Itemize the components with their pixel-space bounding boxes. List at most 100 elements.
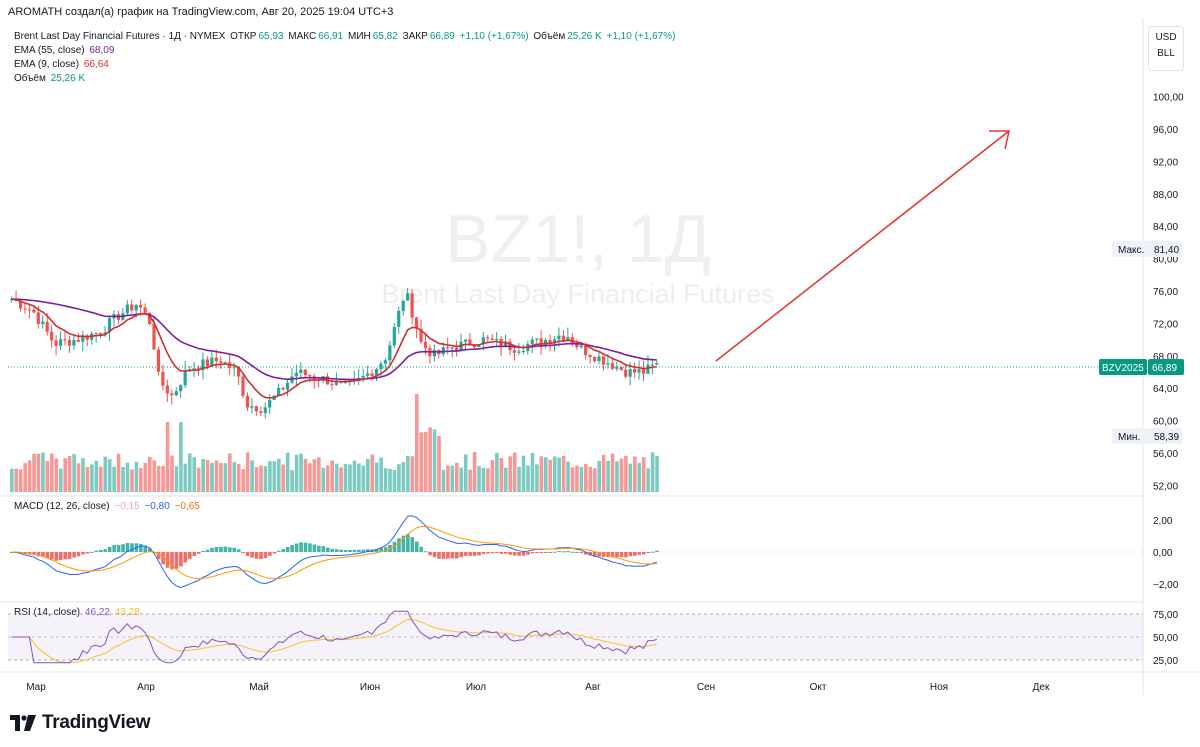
tradingview-logo[interactable]: TradingView — [10, 712, 151, 734]
price-axis-ticks[interactable]: 100,00 96,00 92,00 88,00 84,00 80,00 76,00 72,0… — [1153, 93, 1184, 493]
last-value: 66,89 — [1152, 363, 1177, 374]
candle-body — [361, 375, 365, 378]
trend-arrow-drawing[interactable] — [715, 130, 1010, 362]
macd-hist-bar — [374, 548, 379, 552]
candle-body — [503, 341, 508, 348]
candle-body — [517, 351, 521, 353]
main-series-legend[interactable]: Brent Last Day Financial Futures · 1Д · … — [14, 31, 677, 42]
min-price-marker: Мин. 58,39 — [1112, 428, 1182, 444]
macd-hist-bar — [650, 551, 655, 553]
high-value: 66,91 — [318, 31, 344, 42]
last-price-marker[interactable]: BZV2025 66,89 — [1099, 359, 1184, 375]
ema55-line — [11, 298, 657, 381]
symbol-title[interactable]: Brent Last Day Financial Futures · 1Д · … — [14, 31, 226, 42]
candle-body — [579, 345, 583, 348]
volume-bar — [281, 464, 286, 492]
low-label: МИН — [348, 31, 371, 42]
candle-body — [245, 395, 250, 408]
volume-bar — [81, 458, 85, 492]
ema55-legend[interactable]: EMA (55, close) 68,09 — [14, 45, 116, 56]
candle-body — [183, 370, 187, 386]
macd-hist-bar — [575, 552, 579, 553]
macd-hist-bar — [432, 552, 437, 558]
chart-canvas[interactable]: BZ1!, 1Д Brent Last Day Financial Future… — [0, 18, 1200, 718]
macd-hist-bar — [107, 546, 112, 552]
macd-legend[interactable]: MACD (12, 26, close) −0,15 −0,80 −0,65 — [14, 501, 202, 512]
macd-hist-bar — [544, 551, 548, 553]
candle-body — [401, 300, 405, 311]
macd-hist-bar — [628, 552, 633, 557]
macd-hist-bar — [423, 551, 428, 553]
macd-hist-bar — [50, 552, 54, 560]
macd-hist-bar — [308, 543, 312, 552]
candle-body — [254, 406, 258, 412]
volume-bar — [317, 457, 321, 492]
macd-hist-bar — [165, 552, 170, 568]
volume-bar — [521, 455, 526, 492]
macd-hist-bar — [606, 552, 610, 558]
macd-hist-bar — [81, 552, 85, 555]
candle-body — [277, 387, 281, 396]
macd-hist-bar — [45, 552, 50, 559]
time-axis-ticks[interactable]: Мар Апр Май Июн Июл Авг Сен Окт Ноя Дек — [26, 682, 1050, 693]
ema55-label: EMA (55, close) — [14, 45, 85, 56]
candle-body — [383, 360, 387, 364]
volume-bar — [107, 459, 112, 492]
macd-hist-bar — [503, 552, 508, 554]
candle-body — [566, 337, 570, 341]
month-tick-label: Окт — [810, 682, 827, 693]
candle-body — [147, 312, 152, 324]
volume-bar — [299, 453, 303, 492]
macd-hist-bar — [619, 552, 624, 557]
ema9-legend[interactable]: EMA (9, close) 66,64 — [14, 59, 111, 70]
candle-body — [597, 356, 601, 362]
volume-bar — [303, 458, 308, 492]
macd-hist-bar — [116, 544, 121, 552]
macd-tick-label: 0,00 — [1153, 548, 1173, 559]
month-tick-label: Ноя — [930, 682, 948, 693]
volume-bar — [254, 467, 259, 492]
volume-bar — [90, 464, 94, 492]
candle-body — [610, 363, 614, 369]
candle-body — [308, 375, 312, 377]
macd-hist-bar — [592, 552, 597, 557]
macd-axis-ticks[interactable]: 2,00 0,00 −2,00 — [1153, 516, 1179, 591]
candle-body — [174, 391, 178, 396]
candle-body — [481, 337, 485, 345]
macd-hist-bar — [339, 549, 343, 552]
rsi-value: 46,22 — [84, 607, 110, 618]
volume-bar — [495, 452, 499, 492]
candle-body — [236, 367, 241, 377]
rsi-legend[interactable]: RSI (14, close) 46,22 43,28 — [14, 607, 142, 618]
volume-bar — [450, 465, 455, 492]
candle-body — [650, 364, 654, 366]
volume-bar — [161, 465, 165, 492]
candle-body — [196, 368, 201, 371]
macd-hist-bar — [94, 550, 99, 552]
candle-body — [646, 364, 650, 374]
currency-selector[interactable]: USD BLL — [1148, 26, 1184, 71]
candle-body — [450, 347, 454, 349]
volume-bar — [468, 469, 472, 492]
macd-hist-bar — [254, 552, 259, 559]
macd-hist-bar — [343, 550, 348, 552]
volume-bar — [174, 466, 179, 492]
volume-bar — [156, 465, 161, 492]
candle-body — [432, 349, 436, 357]
macd-hist-bar — [330, 548, 334, 552]
macd-hist-bar — [232, 547, 237, 552]
macd-hist-bar — [103, 549, 108, 552]
volume-bar — [228, 453, 232, 492]
macd-hist-bar — [610, 552, 615, 558]
macd-hist-bar — [236, 549, 241, 552]
volume-bar — [188, 453, 192, 492]
rsi-axis-ticks[interactable]: 75,00 50,00 25,00 — [1153, 610, 1178, 667]
macd-hist-bar — [597, 552, 601, 557]
macd-hist-bar — [450, 552, 455, 559]
volume-bar — [116, 453, 121, 492]
month-tick-label: Дек — [1033, 682, 1050, 693]
price-tick-label: 80,00 — [1153, 255, 1178, 266]
volume-legend[interactable]: Объём 25,26 K — [14, 73, 87, 84]
macd-hist-bar — [530, 552, 535, 554]
macd-hist-bar — [446, 552, 450, 559]
